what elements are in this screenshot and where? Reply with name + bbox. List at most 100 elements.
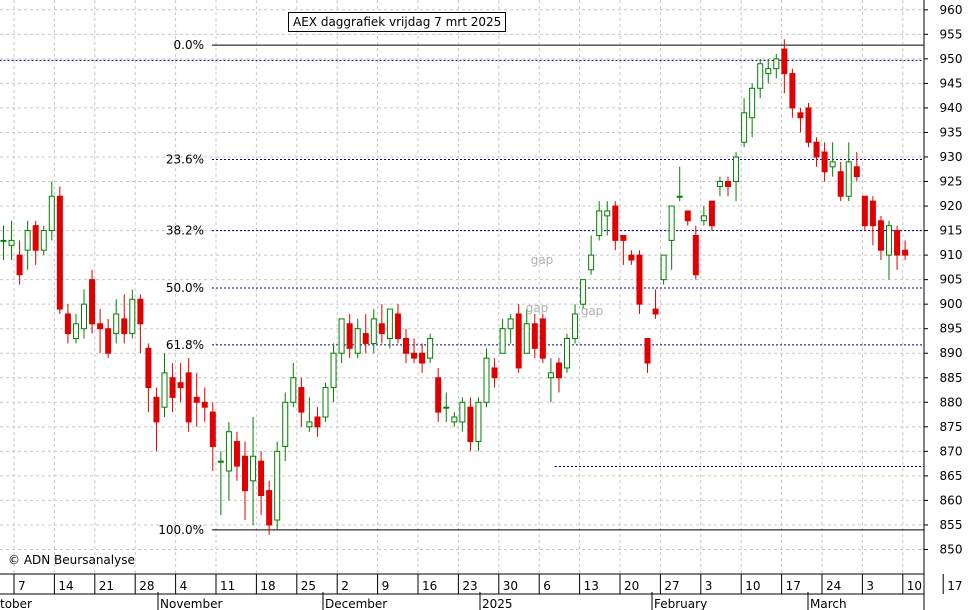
candle-body — [403, 338, 409, 354]
y-tick-label: 895 — [940, 322, 963, 336]
candle-body — [72, 323, 79, 340]
candle-body — [628, 254, 635, 261]
candle-body — [346, 323, 353, 349]
candle-body — [274, 450, 281, 521]
candle-body — [233, 441, 240, 467]
x-day-label: 17 — [786, 579, 801, 593]
y-tick-label: 885 — [940, 371, 963, 385]
candle-body — [467, 406, 474, 443]
x-day-label: 20 — [624, 579, 639, 593]
candle-body — [725, 181, 731, 187]
candle-body — [749, 87, 756, 119]
candle-body — [483, 357, 490, 403]
candle-body — [161, 372, 168, 408]
candle-body — [97, 323, 104, 330]
candle-body — [877, 220, 884, 251]
candle-body — [89, 279, 96, 325]
candle-body — [185, 372, 192, 423]
y-tick-label: 865 — [940, 469, 963, 483]
y-tick-label: 860 — [940, 493, 963, 507]
x-month-label: 2025 — [482, 597, 513, 610]
candle-body — [845, 161, 852, 197]
x-day-label: 11 — [220, 579, 235, 593]
x-day-label: 2 — [341, 579, 349, 593]
x-day-label: 17 — [947, 579, 962, 593]
x-day-label: 14 — [58, 579, 73, 593]
candle-body — [515, 313, 522, 369]
candle-body — [113, 313, 120, 335]
candle-body — [684, 210, 691, 222]
candle-body — [32, 225, 39, 251]
candle-body — [797, 112, 804, 119]
y-tick-label: 940 — [940, 101, 963, 115]
candle-body — [869, 200, 876, 227]
candle-body — [773, 58, 780, 70]
y-tick-label: 900 — [940, 297, 963, 311]
candle-body — [386, 308, 393, 340]
candle-body — [394, 313, 401, 340]
y-tick-label: 945 — [940, 76, 963, 90]
candle-body — [370, 318, 377, 344]
candle-body — [137, 298, 144, 325]
fibonacci-label: 23.6% — [166, 152, 204, 166]
y-tick-label: 905 — [940, 273, 963, 287]
y-tick-label: 935 — [940, 125, 963, 139]
candle-body — [620, 234, 627, 241]
x-month-label: February — [654, 597, 707, 610]
x-day-label: 4 — [180, 579, 188, 593]
fibonacci-label: 38.2% — [166, 224, 204, 238]
candle-body — [700, 215, 707, 222]
candle-body — [499, 328, 506, 354]
candle-body — [56, 195, 63, 310]
candle-body — [411, 352, 418, 359]
chart-title: AEX daggrafiek vrijdag 7 mrt 2025 — [288, 12, 507, 32]
x-day-label: 18 — [260, 579, 275, 593]
candle-body — [821, 151, 828, 173]
candle-body — [676, 195, 683, 198]
candle-body — [733, 156, 740, 183]
candle-body — [716, 181, 723, 187]
candle-body — [861, 195, 868, 227]
x-day-label: 7 — [18, 579, 26, 593]
y-tick-label: 960 — [940, 3, 963, 17]
x-day-label: 13 — [584, 579, 599, 593]
x-day-label: 10 — [745, 579, 760, 593]
candle-body — [64, 313, 71, 335]
candle-body — [652, 308, 659, 315]
x-month-label: December — [325, 597, 387, 610]
candle-body — [596, 210, 603, 236]
candle-body — [145, 347, 152, 389]
candle-body — [24, 230, 31, 251]
candle-body — [894, 230, 901, 256]
gap-label: gap — [581, 304, 604, 318]
y-tick-label: 855 — [940, 518, 963, 532]
x-month-label: November — [160, 597, 222, 610]
candle-body — [555, 362, 562, 379]
candle-body — [668, 205, 675, 241]
candle-body — [282, 401, 289, 447]
candle-body — [225, 431, 232, 472]
y-tick-label: 955 — [940, 27, 963, 41]
fibonacci-label: 50.0% — [166, 281, 204, 295]
candle-body — [258, 460, 265, 497]
candle-body — [523, 323, 530, 354]
x-day-label: 6 — [543, 579, 551, 593]
candle-body — [547, 372, 554, 379]
x-day-label: 28 — [139, 579, 154, 593]
candle-body — [789, 73, 796, 109]
y-tick-label: 880 — [940, 395, 963, 409]
fibonacci-label: 61.8% — [166, 338, 204, 352]
candle-body — [829, 161, 836, 168]
y-tick-label: 920 — [940, 199, 963, 213]
candle-body — [572, 313, 579, 340]
candle-body — [354, 328, 361, 354]
candle-body — [48, 195, 55, 232]
y-tick-label: 915 — [940, 224, 963, 238]
candle-body — [443, 406, 450, 409]
candle-body — [459, 401, 466, 423]
gap-label: gap — [531, 253, 554, 267]
fibonacci-label: 100.0% — [158, 523, 204, 537]
candle-body — [121, 318, 128, 335]
candle-body — [306, 421, 313, 428]
